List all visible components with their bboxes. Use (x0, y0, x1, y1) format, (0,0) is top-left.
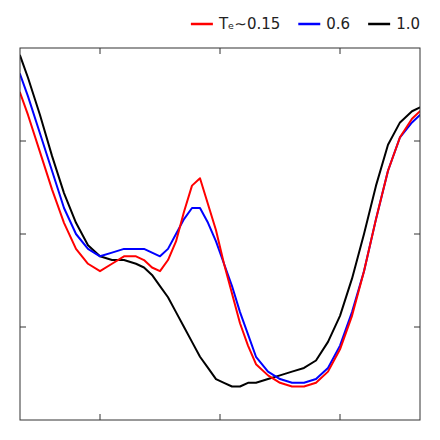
y-tick (20, 234, 26, 235)
line (20, 93, 420, 387)
lines (20, 55, 420, 386)
plot-background (20, 48, 420, 420)
y-tick (20, 141, 26, 142)
line (20, 74, 420, 383)
x-tick (100, 414, 101, 420)
legend-swatch (298, 23, 320, 26)
y-tick (414, 327, 420, 328)
x-tick (100, 48, 101, 54)
legend-swatch (368, 23, 390, 26)
y-tick (414, 234, 420, 235)
x-tick (340, 414, 341, 420)
legend-swatch (191, 23, 213, 26)
x-tick (340, 48, 341, 54)
chart: Tₑ∼0.15 0.6 1.0 (0, 0, 440, 440)
legend-item: 0.6 (298, 15, 350, 33)
x-tick (220, 48, 221, 54)
y-tick (414, 141, 420, 142)
legend: Tₑ∼0.15 0.6 1.0 (191, 15, 420, 33)
legend-label: 1.0 (396, 15, 420, 33)
x-tick (220, 414, 221, 420)
legend-label: Tₑ∼0.15 (218, 15, 280, 33)
y-tick (20, 327, 26, 328)
legend-item: 1.0 (368, 15, 420, 33)
line (20, 55, 420, 386)
plot-frame (20, 48, 420, 420)
legend-item: Tₑ∼0.15 (191, 15, 280, 33)
legend-label: 0.6 (326, 15, 350, 33)
